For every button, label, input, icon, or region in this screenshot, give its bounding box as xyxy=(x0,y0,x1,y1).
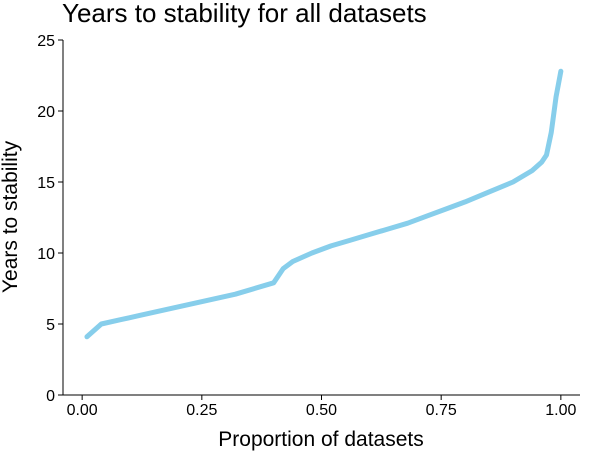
x-axis-label: Proportion of datasets xyxy=(218,428,423,451)
x-tick-label: 0.50 xyxy=(306,402,337,419)
y-axis: 0 5 10 15 20 25 xyxy=(37,33,64,405)
y-tick-label: 5 xyxy=(46,317,55,334)
y-tick-label: 25 xyxy=(37,33,55,50)
x-tick-label: 0.00 xyxy=(67,402,98,419)
chart-title: Years to stability for all datasets xyxy=(62,0,427,28)
x-axis: 0.00 0.25 0.50 0.75 1.00 xyxy=(63,394,580,419)
y-tick-label: 15 xyxy=(37,175,55,192)
x-tick-label: 1.00 xyxy=(545,402,576,419)
y-tick-label: 20 xyxy=(37,104,55,121)
x-tick-label: 0.25 xyxy=(186,402,217,419)
series-line xyxy=(84,68,564,340)
x-tick-label: 0.75 xyxy=(426,402,457,419)
y-tick-label: 0 xyxy=(46,388,55,405)
series-layer xyxy=(84,68,564,340)
y-axis-label: Years to stability xyxy=(0,140,22,293)
y-tick-label: 10 xyxy=(37,246,55,263)
